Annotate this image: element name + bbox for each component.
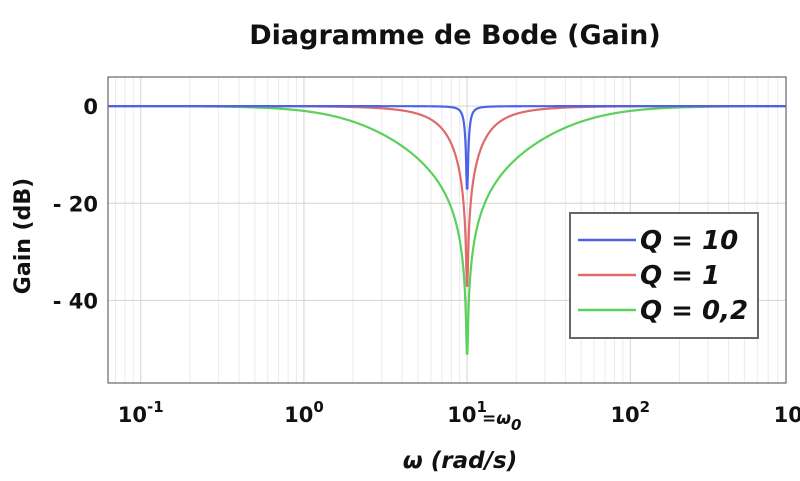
y-tick-label: - 20 <box>53 192 98 216</box>
x-tick-label: 103 <box>774 398 800 427</box>
chart-title: Diagramme de Bode (Gain) <box>249 20 660 51</box>
series-line-q-10 <box>107 105 787 190</box>
legend-label: Q = 1 <box>640 261 720 291</box>
x-tick-label: 10-1 <box>118 398 164 427</box>
x-axis-label: ω (rad/s) <box>403 448 517 474</box>
y-axis-label: Gain (dB) <box>11 178 36 294</box>
x-tick-label: 102 <box>610 398 650 427</box>
x-tick-labels: 10-1 100 101 102 103 <box>118 398 800 427</box>
x-tick-label: 100 <box>284 398 324 427</box>
legend-label: Q = 0,2 <box>640 296 748 326</box>
legend: Q = 10 Q = 1 Q = 0,2 <box>569 212 759 339</box>
omega0-annotation-text: =ω <box>482 409 511 429</box>
legend-label: Q = 10 <box>640 226 738 256</box>
omega0-annotation: =ω0 <box>482 409 521 434</box>
y-tick-label: - 40 <box>53 289 98 313</box>
y-tick-label: 0 <box>83 95 98 119</box>
plot-frame <box>107 76 787 384</box>
x-tick-label: 101 <box>447 398 487 427</box>
curves-group <box>107 105 787 355</box>
y-tick-labels: 0 - 20 - 40 <box>53 95 98 313</box>
legend-items: Q = 10 Q = 1 Q = 0,2 <box>578 226 748 326</box>
omega0-annotation-sub: 0 <box>511 416 521 434</box>
